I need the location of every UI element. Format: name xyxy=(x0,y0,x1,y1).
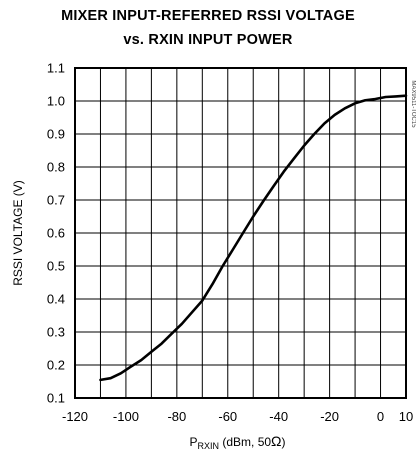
y-tick-label: 0.6 xyxy=(47,226,65,241)
y-axis-label: RSSI VOLTAGE (V) xyxy=(11,180,25,286)
y-tick-label: 1.0 xyxy=(47,94,65,109)
y-tick-label: 0.7 xyxy=(47,193,65,208)
x-tick-labels: -120 -100 -80 -60 -40 -20 0 10 xyxy=(62,409,413,424)
y-tick-label: 0.5 xyxy=(47,259,65,274)
y-tick-label: 0.9 xyxy=(47,127,65,142)
x-axis-label-subscript: RXIN xyxy=(198,441,220,451)
y-tick-labels: 0.1 0.2 0.3 0.4 0.5 0.6 0.7 0.8 0.9 1.0 1.1 xyxy=(47,61,65,406)
x-tick-label: -20 xyxy=(320,409,339,424)
chart-title: MIXER INPUT-REFERRED RSSI VOLTAGE xyxy=(61,8,355,24)
y-tick-label: 0.4 xyxy=(47,292,65,307)
y-tick-label: 0.1 xyxy=(47,391,65,406)
y-tick-label: 0.2 xyxy=(47,358,65,373)
x-axis-label-prefix: P xyxy=(189,435,197,449)
plot-frame xyxy=(74,67,407,399)
series-line xyxy=(99,94,408,382)
x-axis-label-unit: Ω xyxy=(271,433,281,449)
x-tick-label: 0 xyxy=(377,409,384,424)
y-tick-label: 0.3 xyxy=(47,325,65,340)
x-tick-label: -100 xyxy=(113,409,139,424)
series-group xyxy=(99,94,408,382)
x-tick-label: -120 xyxy=(62,409,88,424)
x-tick-label: 10 xyxy=(399,409,413,424)
x-tick-label: -60 xyxy=(218,409,237,424)
chart-subtitle: vs. RXIN INPUT POWER xyxy=(123,32,293,48)
y-tick-label: 0.8 xyxy=(47,160,65,175)
x-axis-label-close: ) xyxy=(282,435,286,449)
side-marker: MAX9511-TOC15 xyxy=(410,80,416,128)
x-axis-label-suffix: (dBm, 50 xyxy=(219,435,271,449)
x-axis-label: PRXIN (dBm, 50Ω) xyxy=(189,433,285,451)
x-tick-label: -40 xyxy=(269,409,288,424)
x-tick-label: -80 xyxy=(167,409,186,424)
y-tick-label: 1.1 xyxy=(47,61,65,76)
grid xyxy=(75,68,406,398)
